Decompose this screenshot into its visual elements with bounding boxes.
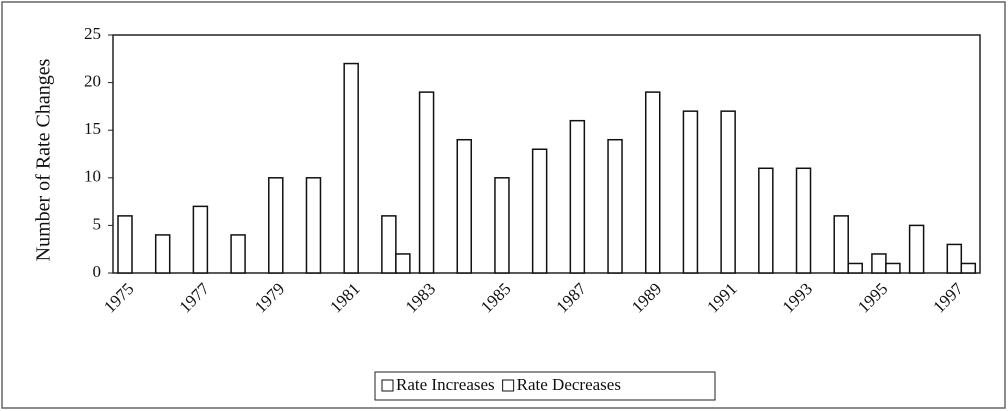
bar	[395, 253, 411, 274]
bar	[682, 110, 699, 274]
bar	[230, 234, 246, 274]
legend-swatch	[381, 379, 394, 392]
y-tick-label: 20	[84, 72, 101, 91]
y-tick-label: 15	[84, 119, 101, 138]
bar	[833, 215, 849, 274]
bar	[418, 91, 435, 274]
bar	[946, 243, 963, 274]
bar	[343, 62, 359, 274]
bar	[871, 253, 887, 274]
bar	[644, 91, 661, 274]
y-tick-label: 10	[84, 167, 101, 186]
bar	[569, 119, 586, 274]
bar	[268, 177, 284, 274]
bar	[720, 110, 736, 274]
bar	[908, 224, 925, 274]
y-axis-label: Number of Rate Changes	[33, 58, 55, 261]
bar	[192, 205, 209, 274]
y-tick-label: 25	[84, 24, 101, 43]
bar	[154, 234, 171, 274]
bar	[960, 262, 977, 274]
bar	[305, 177, 322, 274]
legend-box	[374, 371, 716, 401]
legend-label: Rate Increases	[396, 375, 495, 394]
bar	[885, 262, 901, 274]
bar	[531, 148, 548, 274]
bar	[847, 262, 863, 274]
bar	[758, 167, 774, 274]
legend-label: Rate Decreases	[517, 375, 621, 394]
legend-swatch	[502, 379, 515, 392]
bar	[381, 215, 397, 274]
y-tick-label: 0	[93, 262, 102, 281]
y-tick-label: 5	[93, 214, 102, 233]
bar	[456, 138, 473, 274]
bar	[494, 177, 510, 274]
bar	[117, 215, 133, 274]
bar	[795, 167, 812, 274]
bar	[607, 138, 623, 274]
